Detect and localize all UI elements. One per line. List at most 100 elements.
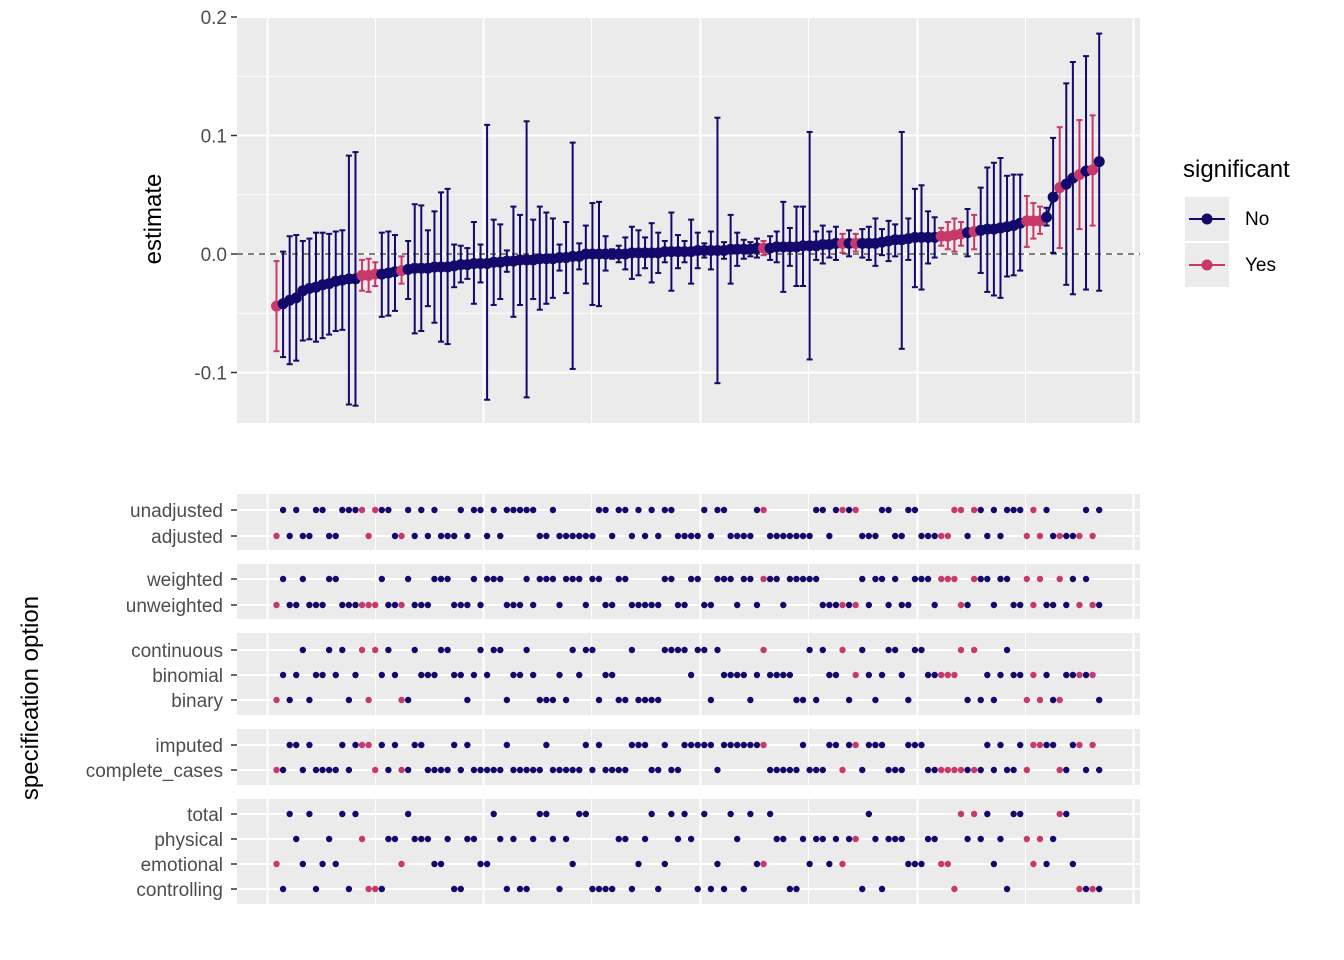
spec-dot bbox=[997, 532, 1004, 540]
spec-dot bbox=[391, 835, 399, 843]
spec-dot bbox=[1036, 532, 1044, 540]
spec-dot bbox=[477, 646, 484, 654]
spec-dot bbox=[1023, 532, 1031, 540]
spec-dot bbox=[655, 766, 662, 774]
spec-dot bbox=[681, 532, 688, 540]
spec-dot bbox=[931, 835, 938, 843]
spec-dot bbox=[1082, 575, 1090, 583]
spec-dot bbox=[582, 601, 590, 609]
legend-key-yes-dot bbox=[1201, 259, 1213, 271]
spec-dot bbox=[523, 506, 530, 514]
spec-dot bbox=[437, 532, 445, 540]
spec-dot bbox=[431, 671, 438, 679]
spec-dot bbox=[1010, 671, 1017, 679]
option-label-physical: physical bbox=[154, 830, 223, 851]
spec-dot bbox=[490, 810, 497, 818]
spec-dot bbox=[477, 860, 484, 868]
spec-dot bbox=[1017, 506, 1024, 514]
spec-dot bbox=[780, 601, 787, 609]
spec-dot bbox=[911, 646, 919, 654]
estimate-point-group bbox=[310, 231, 322, 343]
spec-dot bbox=[293, 671, 300, 679]
spec-dot bbox=[1056, 575, 1063, 583]
spec-dot bbox=[444, 575, 451, 583]
spec-dot bbox=[1010, 506, 1017, 514]
spec-dot bbox=[911, 860, 919, 868]
spec-dot bbox=[668, 810, 675, 818]
spec-dot bbox=[470, 575, 478, 583]
spec-dot bbox=[602, 506, 609, 514]
spec-dot bbox=[885, 646, 892, 654]
spec-dot bbox=[681, 646, 688, 654]
spec-dot bbox=[299, 646, 307, 654]
spec-dot bbox=[622, 766, 629, 774]
spec-dot bbox=[1096, 696, 1103, 704]
y-tick-label: -0.1 bbox=[194, 364, 227, 385]
option-label-total: total bbox=[187, 805, 223, 826]
spec-dot bbox=[503, 885, 511, 893]
estimate-point-group bbox=[290, 234, 302, 362]
spec-dot bbox=[655, 696, 662, 704]
spec-dot bbox=[911, 741, 919, 749]
spec-dot bbox=[536, 810, 543, 818]
spec-dot bbox=[641, 532, 649, 540]
spec-dot bbox=[720, 575, 728, 583]
estimate-point bbox=[1041, 211, 1053, 223]
spec-dot bbox=[924, 835, 932, 843]
spec-dot bbox=[622, 696, 629, 704]
spec-dot bbox=[628, 601, 636, 609]
spec-dot bbox=[431, 575, 438, 583]
spec-dot bbox=[622, 835, 629, 843]
spec-dot bbox=[747, 741, 754, 749]
spec-dot bbox=[483, 766, 491, 774]
spec-dot bbox=[628, 532, 636, 540]
spec-dot bbox=[687, 741, 695, 749]
spec-dot bbox=[1030, 601, 1037, 609]
spec-dot bbox=[924, 575, 932, 583]
spec-dot bbox=[753, 506, 761, 514]
option-label-continuous: continuous bbox=[131, 641, 223, 662]
spec-dot bbox=[845, 601, 853, 609]
option-label-emotional: emotional bbox=[141, 855, 223, 876]
spec-dot bbox=[931, 601, 938, 609]
spec-dot bbox=[918, 741, 925, 749]
spec-dot bbox=[404, 766, 412, 774]
spec-dot bbox=[608, 601, 616, 609]
facet-background bbox=[237, 494, 1140, 550]
spec-dot bbox=[365, 741, 372, 749]
spec-dot bbox=[852, 835, 859, 843]
spec-dot bbox=[990, 860, 998, 868]
spec-dot bbox=[444, 532, 451, 540]
spec-dot bbox=[1076, 671, 1083, 679]
spec-dot bbox=[918, 860, 925, 868]
spec-dot bbox=[404, 506, 412, 514]
spec-dot bbox=[279, 506, 287, 514]
spec-dot bbox=[714, 575, 721, 583]
spec-dot bbox=[707, 741, 715, 749]
spec-dot bbox=[859, 532, 866, 540]
spec-dot bbox=[1023, 696, 1031, 704]
spec-dot bbox=[497, 575, 504, 583]
spec-dot bbox=[628, 885, 636, 893]
spec-dot bbox=[734, 835, 741, 843]
spec-dot bbox=[707, 532, 715, 540]
spec-dot bbox=[602, 671, 609, 679]
spec-dot bbox=[760, 646, 767, 654]
spec-dot bbox=[378, 741, 386, 749]
spec-dot bbox=[339, 810, 346, 818]
spec-dot bbox=[720, 885, 728, 893]
spec-dot bbox=[747, 810, 754, 818]
spec-dot bbox=[957, 766, 965, 774]
spec-dot bbox=[497, 766, 504, 774]
spec-dot bbox=[431, 766, 438, 774]
spec-dot bbox=[589, 532, 596, 540]
spec-dot bbox=[898, 835, 905, 843]
spec-dot bbox=[859, 575, 866, 583]
spec-dot bbox=[576, 766, 583, 774]
spec-dot bbox=[766, 671, 774, 679]
facet-missing_data: imputed complete_cases bbox=[86, 729, 1140, 785]
spec-dot bbox=[865, 741, 873, 749]
spec-dot bbox=[872, 696, 879, 704]
legend: significant No Yes bbox=[1172, 150, 1330, 290]
spec-dot bbox=[536, 696, 543, 704]
